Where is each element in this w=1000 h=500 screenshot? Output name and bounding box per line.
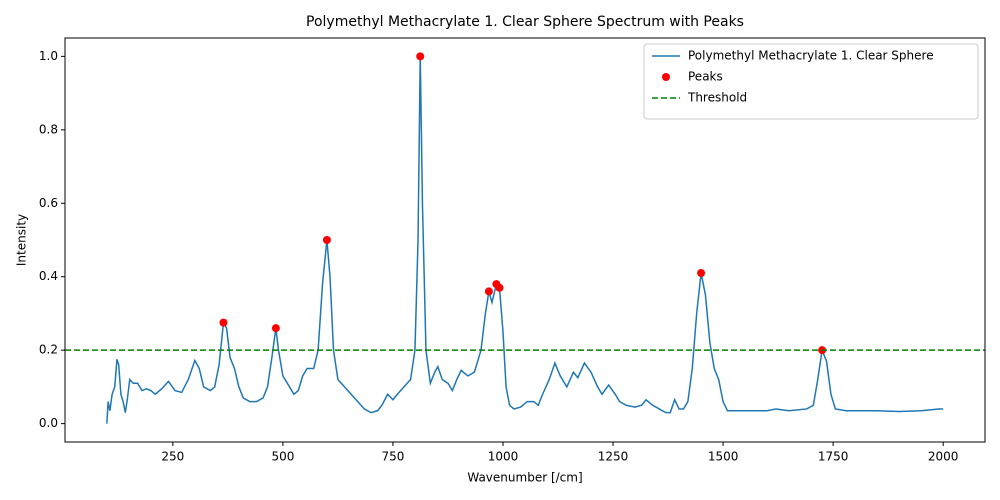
x-tick-label: 500 <box>271 450 294 464</box>
y-tick-label: 0.8 <box>39 122 58 136</box>
peak-point <box>219 318 228 327</box>
y-tick-label: 0.0 <box>39 416 58 430</box>
y-axis-label: Intensity <box>15 214 29 266</box>
axes-frame <box>64 37 986 443</box>
legend-label: Polymethyl Methacrylate 1. Clear Sphere <box>688 49 934 63</box>
peak-point <box>416 52 425 61</box>
y-tick-label: 0.2 <box>39 343 58 357</box>
x-tick-label: 1500 <box>708 450 739 464</box>
x-tick-label: 750 <box>381 450 404 464</box>
x-tick-label: 1000 <box>488 450 519 464</box>
peak-point <box>271 324 280 333</box>
x-tick-label: 1750 <box>818 450 849 464</box>
x-tick-label: 1250 <box>598 450 629 464</box>
spectrum-line <box>106 56 944 424</box>
legend-label: Peaks <box>688 70 723 84</box>
legend-marker <box>662 73 670 81</box>
legend-box <box>643 43 979 120</box>
peak-point <box>322 236 331 244</box>
x-tick-label: 250 <box>161 450 184 464</box>
peak-point <box>495 283 504 292</box>
peak-point <box>697 269 706 278</box>
chart-title: Polymethyl Methacrylate 1. Clear Sphere … <box>306 14 744 30</box>
peak-point <box>484 287 493 296</box>
legend-label: Threshold <box>687 91 747 105</box>
x-axis-label: Wavenumber [/cm] <box>467 471 582 485</box>
y-tick-label: 0.6 <box>39 196 58 210</box>
y-tick-label: 0.4 <box>39 269 58 283</box>
legend: Polymethyl Methacrylate 1. Clear Sphere P… <box>643 43 979 120</box>
y-tick-label: 1.0 <box>39 49 58 63</box>
x-tick-label: 2000 <box>928 450 959 464</box>
